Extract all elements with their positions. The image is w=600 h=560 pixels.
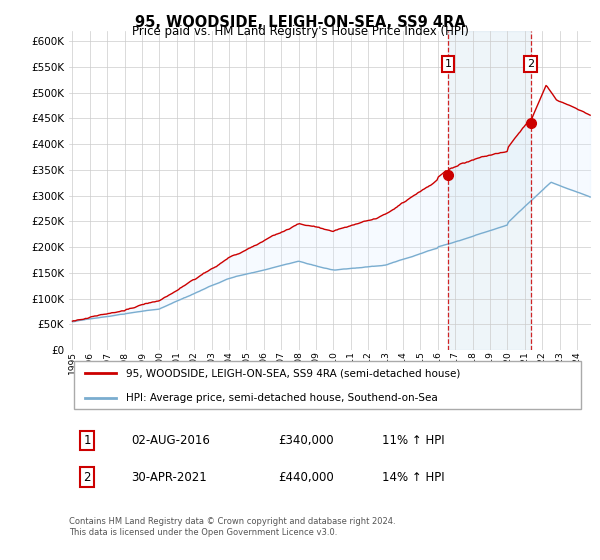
Text: 1: 1 [83,434,91,447]
Text: 02-AUG-2016: 02-AUG-2016 [131,434,211,447]
Text: HPI: Average price, semi-detached house, Southend-on-Sea: HPI: Average price, semi-detached house,… [127,393,438,403]
Text: 1: 1 [445,59,452,69]
Text: 11% ↑ HPI: 11% ↑ HPI [382,434,445,447]
Bar [448,31,530,350]
Text: 2: 2 [83,471,91,484]
Text: Price paid vs. HM Land Registry's House Price Index (HPI): Price paid vs. HM Land Registry's House … [131,25,469,38]
Text: 30-APR-2021: 30-APR-2021 [131,471,208,484]
FancyBboxPatch shape [74,361,581,409]
Text: £340,000: £340,000 [278,434,334,447]
Text: 95, WOODSIDE, LEIGH-ON-SEA, SS9 4RA: 95, WOODSIDE, LEIGH-ON-SEA, SS9 4RA [134,15,466,30]
Text: 2: 2 [527,59,534,69]
Text: Contains HM Land Registry data © Crown copyright and database right 2024.
This d: Contains HM Land Registry data © Crown c… [69,517,395,536]
Text: 95, WOODSIDE, LEIGH-ON-SEA, SS9 4RA (semi-detached house): 95, WOODSIDE, LEIGH-ON-SEA, SS9 4RA (sem… [127,368,461,379]
Text: £440,000: £440,000 [278,471,334,484]
Text: 14% ↑ HPI: 14% ↑ HPI [382,471,445,484]
